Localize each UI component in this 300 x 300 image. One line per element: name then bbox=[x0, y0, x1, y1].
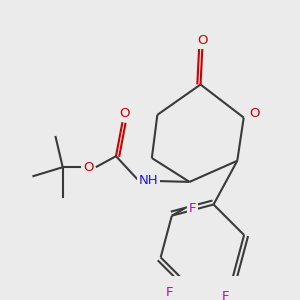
Text: F: F bbox=[188, 202, 196, 215]
Text: F: F bbox=[222, 290, 229, 300]
Text: NH: NH bbox=[138, 175, 158, 188]
Text: O: O bbox=[197, 34, 208, 47]
Text: F: F bbox=[165, 286, 173, 299]
Text: O: O bbox=[250, 107, 260, 120]
Text: O: O bbox=[119, 107, 130, 120]
Text: O: O bbox=[83, 161, 94, 174]
